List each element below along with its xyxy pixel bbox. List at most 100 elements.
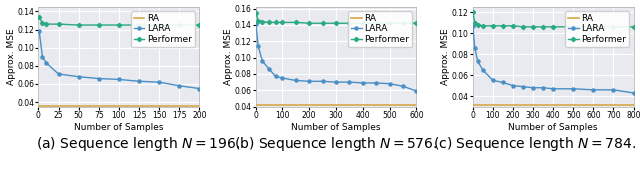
- Performer: [413, 22, 420, 24]
- Y-axis label: Approx. MSE: Approx. MSE: [441, 28, 450, 85]
- Performer: [549, 26, 557, 28]
- LARA: [156, 81, 163, 83]
- LARA: [499, 82, 507, 84]
- LARA: [265, 68, 273, 70]
- Performer: [272, 21, 280, 23]
- X-axis label: Number of Samples: Number of Samples: [508, 123, 598, 132]
- LARA: [332, 81, 340, 83]
- Performer: [499, 25, 507, 27]
- LARA: [115, 78, 123, 80]
- Performer: [43, 23, 51, 25]
- LARA: [259, 60, 266, 62]
- Line: Performer: Performer: [472, 11, 635, 28]
- LARA: [346, 81, 353, 83]
- LARA: [399, 85, 407, 87]
- Performer: [75, 24, 83, 26]
- LARA: [549, 88, 557, 90]
- Line: Performer: Performer: [254, 11, 418, 25]
- LARA: [610, 89, 618, 91]
- X-axis label: Number of Samples: Number of Samples: [74, 123, 164, 132]
- LARA: [630, 92, 637, 94]
- Performer: [399, 22, 407, 24]
- Performer: [252, 12, 260, 14]
- Performer: [95, 24, 102, 26]
- X-axis label: Number of Samples: Number of Samples: [291, 123, 381, 132]
- Performer: [332, 22, 340, 24]
- LARA: [95, 78, 102, 80]
- Performer: [372, 22, 380, 24]
- Performer: [589, 26, 597, 28]
- LARA: [589, 89, 597, 91]
- LARA: [471, 47, 479, 49]
- Text: (a) Sequence length $N = 196$.: (a) Sequence length $N = 196$.: [36, 136, 239, 153]
- LARA: [75, 76, 83, 78]
- LARA: [359, 82, 367, 84]
- Performer: [265, 21, 273, 23]
- Performer: [509, 25, 516, 27]
- Performer: [135, 24, 143, 26]
- LARA: [38, 56, 46, 58]
- LARA: [570, 88, 577, 90]
- Y-axis label: Approx. MSE: Approx. MSE: [7, 28, 16, 85]
- Legend: RA, LARA, Performer: RA, LARA, Performer: [565, 11, 629, 46]
- LARA: [305, 80, 313, 82]
- Performer: [35, 16, 43, 18]
- Y-axis label: Approx. MSE: Approx. MSE: [224, 28, 233, 85]
- LARA: [509, 85, 516, 87]
- Line: LARA: LARA: [38, 30, 201, 90]
- Performer: [386, 22, 394, 24]
- LARA: [252, 23, 260, 25]
- Performer: [346, 22, 353, 24]
- Performer: [195, 24, 203, 26]
- Performer: [278, 21, 286, 23]
- Performer: [610, 26, 618, 28]
- Performer: [38, 22, 46, 24]
- Performer: [259, 21, 266, 23]
- Line: Performer: Performer: [38, 15, 201, 26]
- LARA: [135, 80, 143, 82]
- LARA: [175, 85, 183, 87]
- LARA: [319, 80, 326, 82]
- LARA: [386, 83, 394, 85]
- LARA: [255, 45, 262, 47]
- LARA: [413, 90, 420, 92]
- LARA: [278, 77, 286, 79]
- Performer: [471, 22, 479, 24]
- Performer: [630, 26, 637, 28]
- Performer: [255, 20, 262, 22]
- Performer: [115, 24, 123, 26]
- LARA: [272, 75, 280, 77]
- Legend: RA, LARA, Performer: RA, LARA, Performer: [348, 11, 412, 46]
- Performer: [474, 24, 482, 26]
- LARA: [43, 62, 51, 64]
- LARA: [195, 88, 203, 90]
- LARA: [469, 25, 477, 27]
- Performer: [319, 22, 326, 24]
- Performer: [489, 25, 497, 27]
- Performer: [540, 26, 547, 28]
- Performer: [519, 26, 527, 28]
- LARA: [474, 60, 482, 62]
- LARA: [540, 87, 547, 89]
- Performer: [469, 11, 477, 13]
- LARA: [529, 87, 537, 89]
- Performer: [479, 25, 486, 27]
- LARA: [292, 79, 300, 82]
- Performer: [305, 22, 313, 24]
- Performer: [570, 26, 577, 28]
- LARA: [35, 30, 43, 32]
- Performer: [529, 26, 537, 28]
- Line: LARA: LARA: [254, 23, 418, 93]
- LARA: [372, 82, 380, 84]
- LARA: [54, 73, 62, 75]
- Line: LARA: LARA: [472, 24, 635, 95]
- Performer: [359, 22, 367, 24]
- LARA: [519, 86, 527, 88]
- Performer: [54, 23, 62, 25]
- Performer: [156, 24, 163, 26]
- Performer: [292, 21, 300, 23]
- LARA: [479, 69, 486, 71]
- Text: (c) Sequence length $N = 784$.: (c) Sequence length $N = 784$.: [433, 136, 636, 153]
- Legend: RA, LARA, Performer: RA, LARA, Performer: [131, 11, 195, 46]
- Performer: [175, 24, 183, 26]
